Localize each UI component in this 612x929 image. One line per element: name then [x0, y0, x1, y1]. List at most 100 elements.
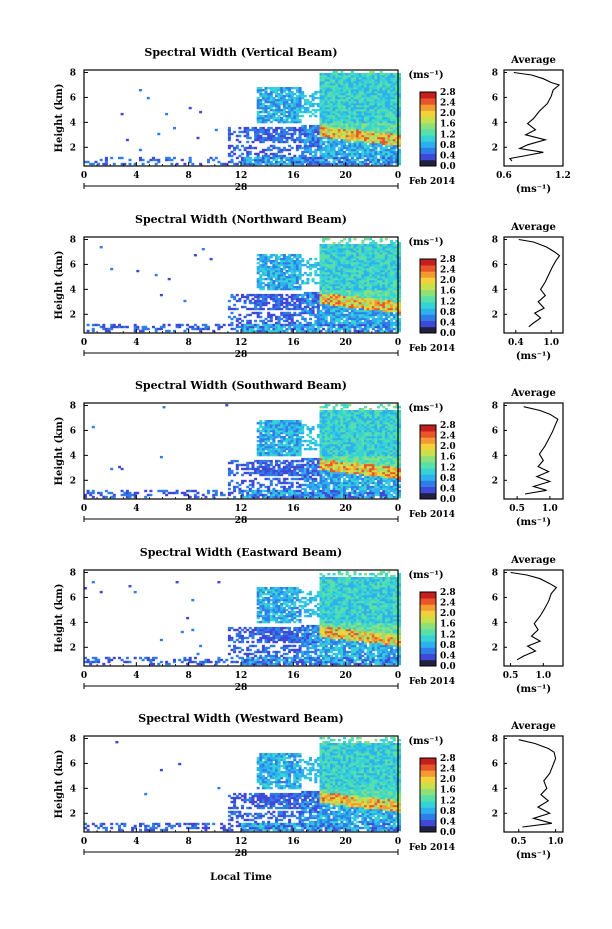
heatmap-cell	[377, 81, 381, 84]
panel-1: Spectral Width (Vertical Beam)2468Height…	[54, 46, 571, 195]
heatmap-cell	[398, 132, 401, 136]
heatmap-cell	[374, 277, 378, 281]
heatmap-cell	[384, 89, 388, 92]
heatmap-cell	[348, 327, 352, 331]
heatmap-cell	[369, 116, 373, 120]
heatmap-cell	[374, 275, 378, 279]
heatmap-cell	[348, 79, 352, 82]
heatmap-cell	[322, 248, 326, 251]
colorbar-swatch	[420, 110, 436, 117]
heatmap-cell	[267, 273, 271, 277]
heatmap-cell	[371, 269, 375, 273]
heatmap-cell	[298, 269, 302, 273]
heatmap-cell	[398, 90, 401, 94]
heatmap-cell	[123, 491, 127, 495]
heatmap-cell	[298, 267, 302, 271]
heatmap-cell	[350, 323, 354, 327]
heatmap-cell	[382, 158, 386, 162]
heatmap-cell	[110, 491, 114, 495]
heatmap-cell	[337, 148, 341, 152]
heatmap-cell	[369, 269, 373, 273]
heatmap-cell	[361, 313, 365, 317]
heatmap-cell	[366, 252, 370, 255]
heatmap-cell	[314, 96, 318, 100]
heatmap-cell	[382, 152, 386, 156]
heatmap-cell	[392, 156, 396, 160]
heatmap-cell	[290, 102, 294, 106]
heatmap-cell	[303, 126, 307, 130]
heatmap-cell	[261, 257, 265, 261]
heatmap-cell	[311, 126, 315, 130]
heatmap-cell	[220, 162, 224, 166]
heatmap-cell	[335, 110, 339, 114]
heatmap-cell	[350, 259, 354, 263]
heatmap-cell	[233, 162, 237, 166]
heatmap-cell	[94, 160, 98, 164]
heatmap-cell	[159, 489, 163, 493]
heatmap-cell	[356, 134, 360, 138]
heatmap-cell	[272, 130, 276, 134]
heatmap-cell	[332, 297, 336, 301]
heatmap-cell	[335, 87, 339, 90]
heatmap-cell	[288, 126, 292, 130]
heatmap-cell	[290, 283, 294, 287]
heatmap-cell	[264, 477, 268, 481]
heatmap-cell	[280, 136, 284, 140]
heatmap-cell	[272, 423, 276, 427]
heatmap-cell	[379, 156, 383, 160]
heatmap-cell	[295, 114, 299, 118]
heatmap-cell	[102, 495, 106, 499]
heatmap-cell	[319, 246, 323, 249]
heatmap-cell	[261, 136, 265, 140]
heatmap-cell	[382, 329, 386, 333]
heatmap-cell	[330, 289, 333, 293]
heatmap-cell	[361, 295, 365, 299]
heatmap-cell	[398, 130, 401, 134]
heatmap-cell	[364, 254, 367, 257]
heatmap-cell	[390, 267, 394, 271]
heatmap-cell	[382, 148, 386, 152]
heatmap-cell	[395, 140, 399, 144]
heatmap-cell	[330, 81, 333, 84]
heatmap-cell	[335, 246, 339, 249]
heatmap-cell	[272, 293, 276, 297]
heatmap-cell	[290, 285, 294, 289]
heatmap-cell	[256, 277, 260, 281]
heatmap-cell	[356, 309, 360, 313]
heatmap-cell	[337, 307, 341, 311]
heatmap-cell	[275, 102, 278, 106]
heatmap-cell	[356, 128, 360, 132]
heatmap-cell	[290, 126, 294, 130]
heatmap-cell	[371, 110, 375, 114]
heatmap-cell	[337, 81, 341, 84]
heatmap-cell	[272, 299, 276, 303]
heatmap-cell	[353, 246, 357, 249]
heatmap-cell	[392, 265, 396, 269]
heatmap-cell	[358, 257, 362, 261]
heatmap-cell	[350, 89, 354, 92]
heatmap-cell	[324, 140, 328, 144]
heatmap-cell	[136, 491, 140, 495]
heatmap-cell	[324, 297, 328, 301]
heatmap-cell	[298, 134, 302, 138]
colorbar-swatch	[420, 153, 436, 161]
heatmap-cell	[348, 244, 352, 247]
heatmap-cell	[272, 420, 276, 423]
heatmap-cell	[157, 160, 161, 164]
heatmap-cell	[280, 130, 284, 134]
heatmap-cell	[301, 295, 305, 299]
heatmap-cell	[361, 136, 365, 140]
heatmap-cell	[364, 277, 367, 281]
heatmap-cell	[330, 110, 333, 114]
heatmap-cell	[340, 94, 344, 98]
heatmap-cell	[337, 158, 341, 162]
heatmap-cell	[366, 79, 370, 82]
heatmap-cell	[267, 136, 271, 140]
heatmap-cell	[227, 154, 231, 158]
heatmap-cell	[350, 269, 354, 273]
heatmap-cell	[293, 98, 297, 102]
heatmap-cell	[332, 329, 336, 333]
heatmap-cell	[227, 473, 231, 477]
heatmap-cell	[230, 321, 234, 325]
heatmap-cell	[277, 465, 281, 469]
